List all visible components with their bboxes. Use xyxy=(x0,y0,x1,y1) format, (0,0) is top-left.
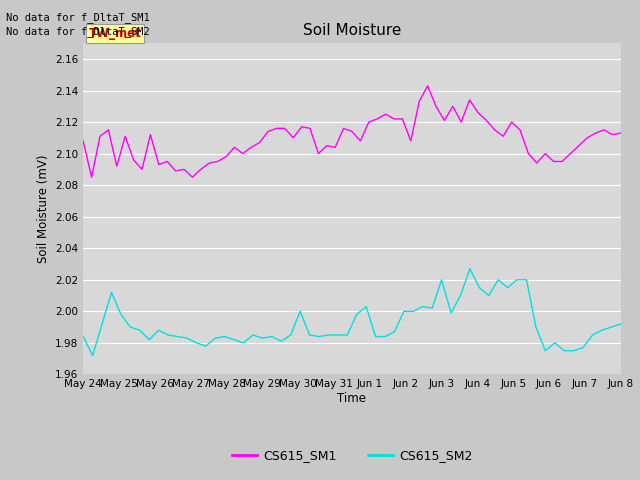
X-axis label: Time: Time xyxy=(337,392,367,405)
Text: No data for f_DltaT_SM2: No data for f_DltaT_SM2 xyxy=(6,26,150,37)
Legend: CS615_SM1, CS615_SM2: CS615_SM1, CS615_SM2 xyxy=(227,444,477,468)
Text: TW_met: TW_met xyxy=(88,27,141,40)
Title: Soil Moisture: Soil Moisture xyxy=(303,23,401,38)
Text: No data for f_DltaT_SM1: No data for f_DltaT_SM1 xyxy=(6,12,150,23)
Y-axis label: Soil Moisture (mV): Soil Moisture (mV) xyxy=(36,155,49,263)
